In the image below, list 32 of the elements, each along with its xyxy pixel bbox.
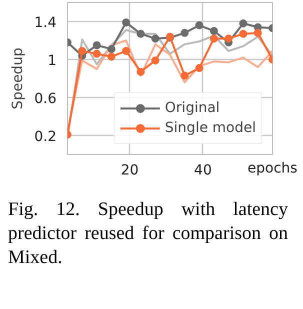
point <box>210 27 218 35</box>
point <box>195 64 204 72</box>
point <box>92 41 101 50</box>
x-tick-label: 20 <box>120 162 139 178</box>
y-tick-label: 0.6 <box>34 91 57 107</box>
point <box>239 19 248 28</box>
y-tick-label: 1.4 <box>34 15 57 31</box>
point <box>78 46 86 55</box>
point <box>151 34 160 43</box>
x-axis-title: epochs <box>248 160 298 176</box>
point <box>224 34 233 43</box>
point <box>180 28 189 37</box>
legend-label: Single model <box>164 120 256 136</box>
point <box>122 46 130 55</box>
point <box>210 34 218 43</box>
point <box>254 28 262 37</box>
point <box>239 30 248 38</box>
y-tick-label: 0.2 <box>34 129 56 145</box>
point <box>122 18 130 26</box>
point <box>92 50 101 58</box>
point <box>180 72 189 80</box>
legend-label: Original <box>164 100 220 116</box>
point <box>151 56 160 64</box>
point <box>136 30 145 38</box>
point <box>195 21 204 30</box>
x-tick-label: 40 <box>194 162 212 178</box>
point <box>136 68 145 76</box>
point <box>107 45 116 54</box>
caption: Fig. 12. Speedup with latency predictor reused for comparison on Mixed. <box>8 198 288 270</box>
y-tick-label: 1 <box>48 53 57 69</box>
y-axis-title: Speedup <box>10 48 26 110</box>
point <box>107 52 116 61</box>
